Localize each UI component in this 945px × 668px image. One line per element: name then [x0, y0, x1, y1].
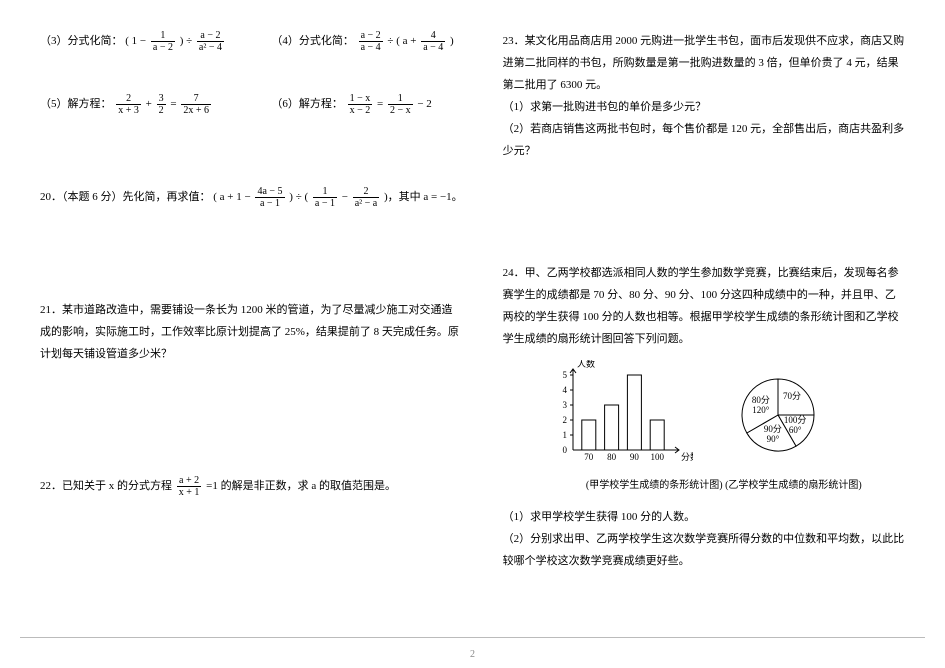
footer-rule: [20, 637, 925, 638]
q24-p1: 24．甲、乙两学校都选派相同人数的学生参加数学竞赛，比赛结束后，发现每名参赛学生…: [503, 262, 905, 350]
svg-text:0: 0: [562, 445, 567, 455]
q5-f3: 72x + 6: [181, 93, 211, 116]
q4-text2: ): [450, 35, 454, 47]
q5-eq: =: [170, 98, 179, 110]
svg-text:1: 1: [562, 430, 567, 440]
q6: （6）解方程： 1 − xx − 2 = 12 − x − 2: [271, 93, 462, 116]
svg-text:90分: 90分: [764, 424, 782, 434]
q4-text: ÷ ( a +: [387, 35, 419, 47]
q23: 23．某文化用品商店用 2000 元购进一批学生书包，面市后发现供不应求，商店又…: [503, 30, 905, 162]
svg-text:3: 3: [562, 400, 567, 410]
q6-label: （6）解方程：: [271, 98, 343, 110]
q21-text: 21．某市道路改造中，需要铺设一条长为 1200 米的管道，为了尽量减少施工对交…: [40, 304, 459, 360]
q3-frac2: a − 2a² − 4: [197, 30, 224, 53]
q20-f3: 2a² − a: [353, 186, 380, 209]
q20-t3: −: [342, 191, 351, 203]
q20-label: 20．（本题 6 分）先化简，再求值：: [40, 191, 211, 203]
q22-label: 22．已知关于 x 的分式方程: [40, 480, 172, 492]
svg-text:120°: 120°: [752, 405, 770, 415]
svg-text:90°: 90°: [766, 434, 779, 444]
q5-label: （5）解方程：: [40, 98, 112, 110]
svg-text:70: 70: [584, 452, 594, 462]
q3-q4-row: （3）分式化简： ( 1 − 1a − 2 ) ÷ a − 2a² − 4 （4…: [40, 30, 463, 53]
q4-frac2: 4a − 4: [421, 30, 445, 53]
q24: 24．甲、乙两学校都选派相同人数的学生参加数学竞赛，比赛结束后，发现每名参赛学生…: [503, 262, 905, 572]
svg-text:80分: 80分: [752, 395, 770, 405]
q23-s2: （2）若商店销售这两批书包时，每个售价都是 120 元，全部售出后，商店共盈利多…: [503, 118, 905, 162]
q3-text2: ) ÷: [180, 35, 195, 47]
q4: （4）分式化简： a − 2a − 4 ÷ ( a + 4a − 4 ): [271, 30, 462, 53]
right-column: 23．某文化用品商店用 2000 元购进一批学生书包，面市后发现供不应求，商店又…: [483, 30, 925, 648]
q21: 21．某市道路改造中，需要铺设一条长为 1200 米的管道，为了尽量减少施工对交…: [40, 299, 463, 365]
q3-text: ( 1 −: [125, 35, 149, 47]
svg-text:分数: 分数: [681, 451, 693, 462]
svg-text:4: 4: [562, 385, 567, 395]
q5-q6-row: （5）解方程： 2x + 3 + 32 = 72x + 6 （6）解方程： 1 …: [40, 93, 463, 116]
q5-plus: +: [146, 98, 155, 110]
q4-frac1: a − 2a − 4: [359, 30, 383, 53]
svg-text:60°: 60°: [789, 425, 802, 435]
q22: 22．已知关于 x 的分式方程 a + 2x + 1 =1 的解是非正数，求 a…: [40, 475, 463, 498]
q20: 20．（本题 6 分）先化简，再求值： ( a + 1 − 4a − 5a − …: [40, 186, 463, 209]
q4-label: （4）分式化简：: [271, 35, 354, 47]
q3-frac1: 1a − 2: [151, 30, 175, 53]
q20-tail: )，其中 a = −1。: [384, 191, 463, 203]
q22-frac: a + 2x + 1: [177, 475, 202, 498]
svg-text:5: 5: [562, 370, 567, 380]
svg-text:70分: 70分: [783, 391, 801, 401]
q23-s1: （1）求第一批购进书包的单价是多少元？: [503, 96, 905, 118]
svg-text:90: 90: [630, 452, 640, 462]
q24-s1: （1）求甲学校学生获得 100 分的人数。: [503, 506, 905, 528]
q5-f2: 32: [157, 93, 166, 116]
pie-chart: 70分 100分60° 90分90° 80分120°: [723, 365, 833, 465]
q3-label: （3）分式化简：: [40, 35, 123, 47]
svg-text:100分: 100分: [784, 415, 807, 425]
q5-f1: 2x + 3: [116, 93, 141, 116]
page-container: （3）分式化简： ( 1 − 1a − 2 ) ÷ a − 2a² − 4 （4…: [0, 0, 945, 668]
q6-f1: 1 − xx − 2: [348, 93, 373, 116]
q6-f2: 12 − x: [388, 93, 413, 116]
q23-p1: 23．某文化用品商店用 2000 元购进一批学生书包，面市后发现供不应求，商店又…: [503, 30, 905, 96]
svg-text:100: 100: [650, 452, 664, 462]
svg-text:人数: 人数: [577, 360, 595, 369]
bar-chart: 1 2 3 4 5 70 80 90 100 0 人数分数: [543, 360, 693, 470]
svg-text:80: 80: [607, 452, 617, 462]
q6-tail: − 2: [417, 98, 431, 110]
q22-tail: =1 的解是非正数，求 a 的取值范围是。: [206, 480, 396, 492]
svg-text:2: 2: [562, 415, 567, 425]
q3: （3）分式化简： ( 1 − 1a − 2 ) ÷ a − 2a² − 4: [40, 30, 231, 53]
q20-f2: 1a − 1: [313, 186, 337, 209]
page-number: 2: [470, 649, 475, 660]
charts-row: 123457080901000人数分数 70分100分60°90分90°80分1…: [543, 360, 905, 470]
left-column: （3）分式化简： ( 1 − 1a − 2 ) ÷ a − 2a² − 4 （4…: [20, 30, 483, 648]
q5: （5）解方程： 2x + 3 + 32 = 72x + 6: [40, 93, 231, 116]
q6-eq: =: [377, 98, 386, 110]
q20-t1: ( a + 1 −: [213, 191, 253, 203]
q20-f1: 4a − 5a − 1: [255, 186, 284, 209]
charts-caption: (甲学校学生成绩的条形统计图) (乙学校学生成绩的扇形统计图): [543, 476, 905, 496]
q20-t2: ) ÷ (: [289, 191, 311, 203]
q24-s2: （2）分别求出甲、乙两学校学生这次数学竞赛所得分数的中位数和平均数，以此比较哪个…: [503, 528, 905, 572]
